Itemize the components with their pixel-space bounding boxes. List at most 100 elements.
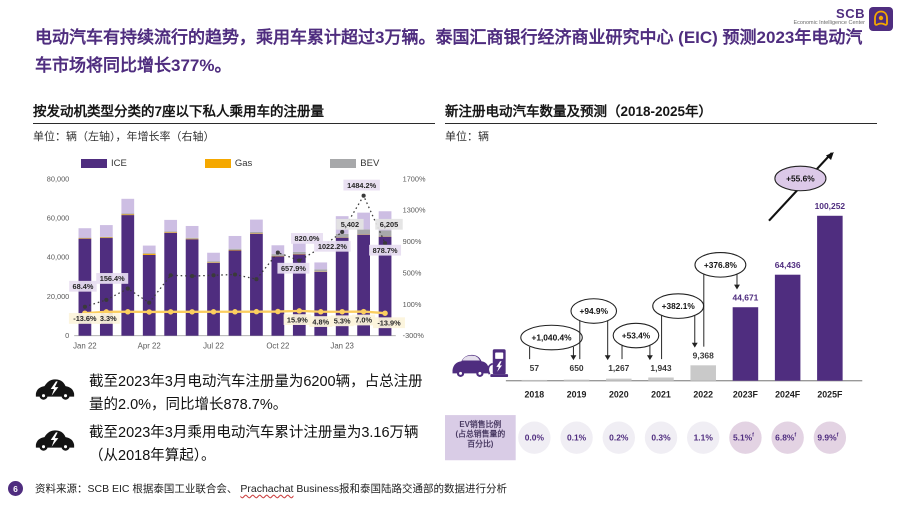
- total-growth-dot: [382, 310, 388, 316]
- bar-gas-mar22: [121, 214, 135, 216]
- bev-growth-dot: [211, 273, 216, 278]
- bev-growth-dot: [340, 229, 345, 235]
- bar-value-label: 9,368: [693, 350, 714, 360]
- ev-share-value: 0.0%: [525, 433, 545, 443]
- bev-growth-dot: [254, 277, 259, 282]
- ev-charging-icon: [452, 349, 509, 377]
- scb-logo-brand: SCB: [836, 6, 865, 21]
- scb-logo-icon: [869, 7, 893, 31]
- x-tick-label: Apr 22: [138, 341, 161, 350]
- ev-share-value: 0.3%: [651, 433, 671, 443]
- headline: 电动汽车有持续流行的趋势，乘用车累计超过3万辆。泰国汇商银行经济商业研究中心 (…: [35, 28, 863, 76]
- ev-share-value: 0.2%: [609, 433, 629, 443]
- bar-2018: [521, 379, 548, 381]
- bar-bev-jan23: [335, 233, 349, 238]
- x-tick-label: Jan 22: [73, 341, 97, 350]
- data-label-bg: [336, 218, 364, 230]
- x-tick-label: 2018: [525, 389, 545, 399]
- bar-ice-mar23: [378, 236, 392, 336]
- data-label-bg: [330, 315, 354, 327]
- ev-share-value: 5.1%f: [733, 433, 754, 443]
- bar-value-label: 44,671: [733, 292, 759, 302]
- car-shape: [452, 354, 489, 374]
- ev-share-circle: [729, 421, 762, 454]
- growth-label: +94.9%: [580, 306, 609, 316]
- right-chart-unit: 单位：辆: [445, 131, 489, 143]
- bev-growth-dot: [125, 286, 130, 291]
- right-axis-tick: -300%: [403, 331, 425, 340]
- left-axis-tick: 80,000: [47, 174, 69, 183]
- bar-bev-feb22: [99, 236, 113, 238]
- data-label: 156.4%: [100, 274, 125, 283]
- bar-bev-sep22: [250, 231, 263, 234]
- bar-value-label: 57: [530, 363, 540, 373]
- bullet-item: 截至2023年3月乘用电动汽车累计注册量为3.16万辆（从2018年算起）。: [33, 422, 435, 468]
- data-label: 878.7%: [373, 246, 398, 255]
- bar-bev-dec22: [314, 269, 328, 272]
- bev-growth-dot: [275, 250, 280, 255]
- bar-other-jul22: [207, 252, 220, 262]
- total-growth-dot: [253, 308, 260, 315]
- bev-growth-dot: [361, 193, 366, 198]
- ev-share-label-line: 百分比): [467, 438, 494, 448]
- source-text: 资料来源：SCB EIC 根据泰国工业联合会、 Prachachat Busin…: [35, 481, 507, 496]
- data-label: -13.6%: [73, 314, 97, 323]
- bar-bev-feb23: [357, 229, 370, 235]
- data-label-bg: [277, 262, 310, 274]
- car-window: [462, 355, 480, 361]
- data-label-bg: [96, 313, 120, 324]
- bar-gas-apr22: [142, 253, 156, 255]
- total-growth-dot: [317, 309, 324, 315]
- bar-2023f: [732, 307, 759, 381]
- bar-other-apr22: [142, 245, 156, 254]
- data-label: 4.8%: [312, 317, 329, 326]
- bar-ice-sep22: [250, 233, 263, 336]
- right-chart: 57 2018 650 2019 1,267 2020 1,943 2021 9,368 2022…: [445, 151, 863, 461]
- total-growth-dot: [189, 309, 195, 315]
- total-growth-dot: [167, 309, 174, 315]
- data-label: 1022.2%: [318, 242, 347, 251]
- wheel-hub: [478, 371, 482, 375]
- bar-ice-apr22: [142, 254, 156, 336]
- growth-ellipse: [694, 252, 747, 278]
- growth-ellipse: [570, 298, 618, 324]
- data-label: -13.9%: [377, 318, 401, 327]
- left-panel: 按发动机类型分类的7座以下私人乘用车的注册量 单位：辆（左轴），年增长率（右轴）…: [33, 100, 435, 472]
- left-title-rule: [33, 123, 435, 124]
- bar-ice-oct22: [271, 256, 285, 336]
- data-label-bg: [291, 233, 323, 244]
- growth-ellipse: [612, 322, 660, 349]
- total-growth-dot: [232, 309, 238, 315]
- bev-growth-dot: [382, 241, 388, 246]
- x-tick-label: 2023F: [733, 389, 759, 399]
- total-growth-dot: [210, 309, 217, 315]
- ev-share-circle: [518, 421, 551, 454]
- data-label: 7.0%: [355, 316, 372, 325]
- source-link[interactable]: Prachachat: [240, 483, 294, 495]
- data-label-bg: [343, 179, 380, 191]
- bar-other-mar22: [121, 198, 135, 214]
- x-tick-label: 2021: [651, 389, 671, 399]
- bullet-list: 截至2023年3月电动汽车注册量为6200辆，占总注册量的2.0%，同比增长87…: [33, 371, 435, 468]
- x-tick-label: 2024F: [775, 389, 801, 399]
- content: 按发动机类型分类的7座以下私人乘用车的注册量 单位：辆（左轴），年增长率（右轴）…: [33, 100, 877, 472]
- data-label-bg: [68, 313, 101, 324]
- total-growth-dot: [360, 308, 367, 315]
- data-label: 820.0%: [295, 234, 320, 243]
- total-growth-dot: [339, 308, 345, 315]
- charging-cable: [487, 362, 494, 375]
- bar-bev-aug22: [228, 248, 242, 250]
- trend-ellipse: [774, 165, 827, 192]
- arrowhead: [570, 355, 577, 361]
- left-chart-unit: 单位：辆（左轴），年增长率（右轴）: [33, 131, 215, 143]
- data-label: 15.9%: [287, 315, 308, 324]
- right-chart-title: 新注册电动汽车数量及预测（2018-2025年）: [445, 104, 713, 119]
- growth-label: +53.4%: [622, 331, 651, 341]
- charger-screen: [495, 352, 504, 359]
- total-growth-dot: [296, 308, 303, 314]
- data-label-bg: [372, 317, 405, 329]
- data-label: 657.9%: [281, 264, 306, 273]
- data-label: 1484.2%: [347, 181, 376, 190]
- right-axis-tick: 900%: [403, 237, 422, 246]
- bev-growth-dot: [190, 274, 195, 279]
